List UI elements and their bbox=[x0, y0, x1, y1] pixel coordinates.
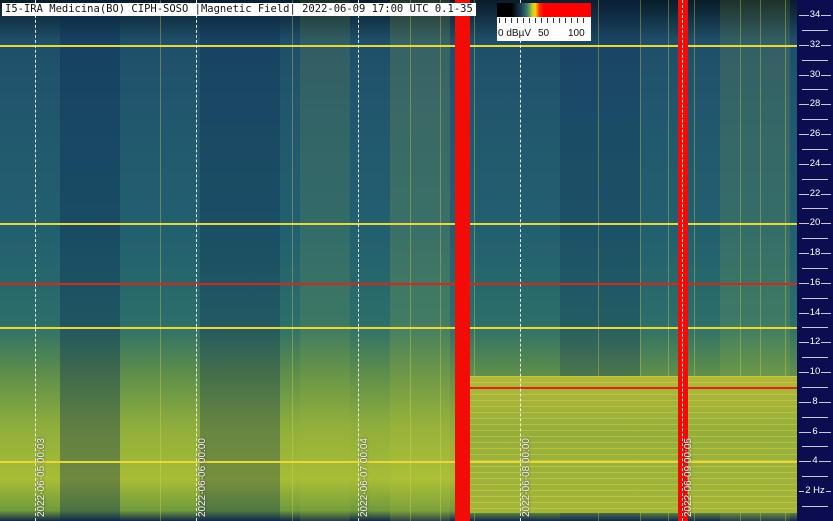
impulse-streak bbox=[785, 0, 786, 521]
tick-label: 16 bbox=[808, 276, 822, 289]
tick-label: 6 bbox=[811, 425, 819, 438]
frequency-tick: 18 bbox=[797, 247, 833, 259]
impulse-streak bbox=[668, 0, 669, 521]
minor-tick bbox=[802, 386, 828, 388]
date-marker-label: 2022-06-05 00:03 bbox=[36, 438, 47, 517]
impulse-streak bbox=[292, 0, 293, 521]
impulse-streak bbox=[160, 0, 161, 521]
frequency-tick: 22 bbox=[797, 187, 833, 200]
frequency-axis: 34 32 30 28 26 24 22 20 18 16 14 12 10 8 6 4 2 Hz bbox=[797, 0, 833, 521]
tick-label: 32 bbox=[808, 38, 822, 51]
impulse-streak bbox=[694, 0, 695, 521]
tick-label: 34 bbox=[808, 9, 822, 21]
minor-tick bbox=[802, 327, 828, 329]
tick-label: 28 bbox=[808, 98, 822, 111]
yellow-frequency-line bbox=[0, 461, 797, 464]
yellow-frequency-line bbox=[0, 327, 797, 330]
impulse-streak bbox=[410, 0, 411, 521]
date-marker-label: 2022-06-08 00:00 bbox=[521, 438, 532, 517]
frequency-tick: 28 bbox=[797, 98, 833, 111]
tick-label: 10 bbox=[808, 366, 822, 378]
tick-label: 30 bbox=[808, 68, 822, 81]
impulse-streak bbox=[760, 0, 761, 521]
frequency-tick: 24 bbox=[797, 157, 833, 170]
colorbar-label: 100 bbox=[568, 28, 585, 39]
chart-title: I5-IRA Medicina(BO) CIPH-SOSO |Magnetic … bbox=[2, 3, 476, 16]
minor-tick bbox=[802, 357, 828, 359]
spectrogram-plot: 2022-06-05 00:03 2022-06-06 00:00 2022-06-… bbox=[0, 0, 797, 521]
minor-tick bbox=[802, 29, 828, 31]
tick-label: 14 bbox=[808, 306, 822, 319]
impulse-streak bbox=[474, 0, 475, 521]
frequency-tick: 30 bbox=[797, 68, 833, 81]
minor-tick bbox=[802, 89, 828, 91]
tick-label: 8 bbox=[811, 395, 819, 408]
colorbar-gradient bbox=[497, 3, 591, 17]
frequency-tick: 26 bbox=[797, 128, 833, 140]
red-frequency-line bbox=[0, 282, 797, 285]
frequency-tick: 4 bbox=[797, 455, 833, 468]
yellow-frequency-line bbox=[0, 223, 797, 226]
colorbar-ticks bbox=[499, 18, 589, 23]
spectral-shade bbox=[300, 0, 350, 521]
interference-band bbox=[678, 0, 688, 521]
tick-label: 2 Hz bbox=[804, 485, 826, 497]
colorbar-legend: 0 dBµV 50 100 bbox=[497, 3, 591, 41]
date-marker-line bbox=[196, 0, 197, 521]
schumann-band-region bbox=[470, 376, 797, 513]
frequency-tick: 32 bbox=[797, 38, 833, 51]
colorbar-label: 50 bbox=[538, 28, 550, 39]
tick-label: 26 bbox=[808, 128, 822, 140]
impulse-streak bbox=[740, 0, 741, 521]
frequency-tick: 14 bbox=[797, 306, 833, 319]
impulse-streak bbox=[598, 0, 599, 521]
date-marker-label: 2022-06-07 00:04 bbox=[359, 438, 370, 517]
date-marker-line bbox=[35, 0, 36, 521]
date-marker-label: 2022-06-06 00:00 bbox=[197, 438, 208, 517]
date-marker-line bbox=[358, 0, 359, 521]
frequency-tick: 16 bbox=[797, 276, 833, 289]
date-marker-label: 2022-06-09 00:05 bbox=[683, 438, 694, 517]
minor-tick bbox=[802, 59, 828, 61]
tick-label: 24 bbox=[808, 157, 822, 170]
impulse-streak bbox=[640, 0, 641, 521]
frequency-tick: 12 bbox=[797, 336, 833, 349]
spectral-shade bbox=[390, 0, 450, 521]
tick-label: 22 bbox=[808, 187, 822, 200]
minor-tick bbox=[802, 148, 828, 150]
frequency-tick: 6 bbox=[797, 425, 833, 438]
minor-tick bbox=[802, 119, 828, 121]
tick-label: 4 bbox=[811, 455, 819, 468]
minor-tick bbox=[802, 505, 828, 507]
tick-label: 20 bbox=[808, 217, 822, 230]
interference-band bbox=[455, 0, 470, 521]
minor-tick bbox=[802, 297, 828, 299]
spectral-shade bbox=[200, 0, 280, 521]
colorbar-label: 0 dBµV bbox=[498, 28, 532, 39]
frequency-tick: 8 bbox=[797, 395, 833, 408]
red-frequency-line bbox=[470, 386, 797, 389]
frequency-tick: 10 bbox=[797, 366, 833, 378]
minor-tick bbox=[802, 446, 828, 448]
impulse-streak bbox=[440, 0, 441, 521]
tick-label: 12 bbox=[808, 336, 822, 349]
date-marker-line bbox=[520, 0, 521, 521]
minor-tick bbox=[802, 208, 828, 210]
minor-tick bbox=[802, 267, 828, 269]
frequency-tick: 20 bbox=[797, 217, 833, 230]
minor-tick bbox=[802, 416, 828, 418]
frequency-tick: 2 Hz bbox=[797, 485, 833, 497]
date-marker-line bbox=[682, 0, 683, 521]
minor-tick bbox=[802, 178, 828, 180]
tick-label: 18 bbox=[808, 247, 822, 259]
yellow-frequency-line bbox=[0, 44, 797, 47]
minor-tick bbox=[802, 476, 828, 478]
spectral-shade bbox=[60, 0, 120, 521]
minor-tick bbox=[802, 238, 828, 240]
frequency-tick: 34 bbox=[797, 9, 833, 21]
